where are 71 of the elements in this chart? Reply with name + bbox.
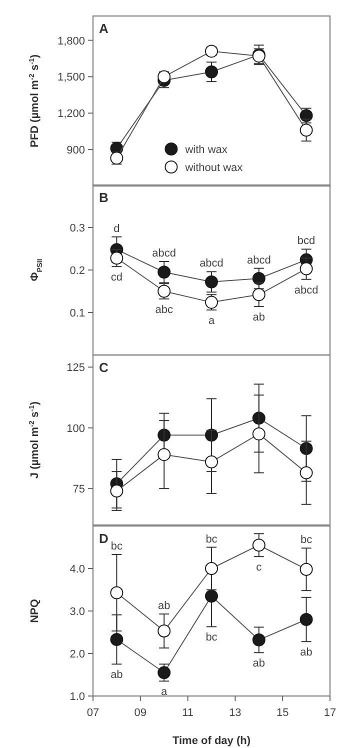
x-tick-label: 13 (229, 707, 242, 719)
annotation: ab (158, 600, 170, 612)
point (252, 633, 266, 646)
point (205, 65, 218, 78)
annotation: bc (300, 534, 313, 546)
annotation: bcd (297, 235, 316, 248)
point (300, 262, 313, 276)
point (300, 562, 313, 576)
y-tick-label: 1,200 (57, 108, 85, 120)
y-tick-label: 0.3 (70, 222, 85, 234)
annotation: c (256, 562, 262, 574)
y-tick-label: 125 (66, 362, 85, 374)
point (158, 448, 171, 462)
annotation: a (208, 314, 216, 327)
annotation: abc (155, 304, 174, 316)
y-tick-label: 2.0 (70, 648, 85, 660)
annotation: bc (206, 533, 218, 546)
point (110, 632, 124, 646)
point (158, 666, 171, 680)
legend-label: with wax (184, 144, 228, 156)
y-tick-label: 3.0 (70, 606, 85, 618)
x-tick-label: 17 (324, 707, 336, 719)
y-tick-label: 1,500 (57, 72, 85, 84)
y-tick-label: 100 (66, 422, 85, 435)
annotation: D (99, 531, 108, 546)
point (158, 266, 171, 279)
y-tick-label: 0.1 (70, 308, 85, 320)
y-axis-title: NPQ (29, 598, 41, 623)
annotation: abcd (246, 254, 271, 266)
point (300, 124, 313, 137)
annotation: ab (110, 669, 123, 682)
point (205, 590, 218, 603)
x-tick-label: 15 (276, 707, 289, 719)
annotation: cd (110, 272, 123, 284)
point (205, 562, 218, 575)
point (300, 466, 313, 480)
point (158, 624, 171, 638)
y-tick-label: 75 (72, 484, 85, 496)
y-tick-label: 1.0 (70, 691, 85, 703)
x-tick-label: 11 (182, 707, 194, 719)
x-axis-title: Time of day (h) (172, 735, 251, 747)
x-tick-label: 09 (134, 707, 147, 719)
point (110, 586, 124, 600)
annotation: bc (206, 632, 218, 644)
y-tick-label: 900 (66, 144, 85, 157)
annotation: A (99, 21, 109, 36)
y-tick-label: 1,800 (57, 35, 85, 48)
point (110, 484, 124, 498)
point (252, 538, 266, 552)
y-tick-label: 0.2 (70, 265, 85, 277)
legend-label: without wax (184, 162, 244, 174)
point (300, 613, 313, 626)
annotation: abcd (152, 248, 176, 260)
annotation: abcd (200, 258, 224, 270)
point (205, 275, 218, 288)
annotation: d (114, 222, 120, 235)
x-tick-label: 07 (86, 707, 100, 719)
point (252, 272, 266, 285)
annotation: ab (252, 658, 266, 670)
annotation: B (99, 190, 108, 205)
point (252, 427, 266, 440)
annotation: ab (300, 646, 312, 659)
annotation: a (161, 686, 168, 698)
point (205, 455, 218, 468)
annotation: C (99, 360, 109, 375)
point (110, 252, 124, 265)
annotation: ab (252, 312, 266, 324)
annotation: abcd (294, 284, 318, 296)
point (252, 288, 266, 302)
y-tick-label: 4.0 (70, 564, 85, 576)
annotation: bc (110, 540, 124, 552)
